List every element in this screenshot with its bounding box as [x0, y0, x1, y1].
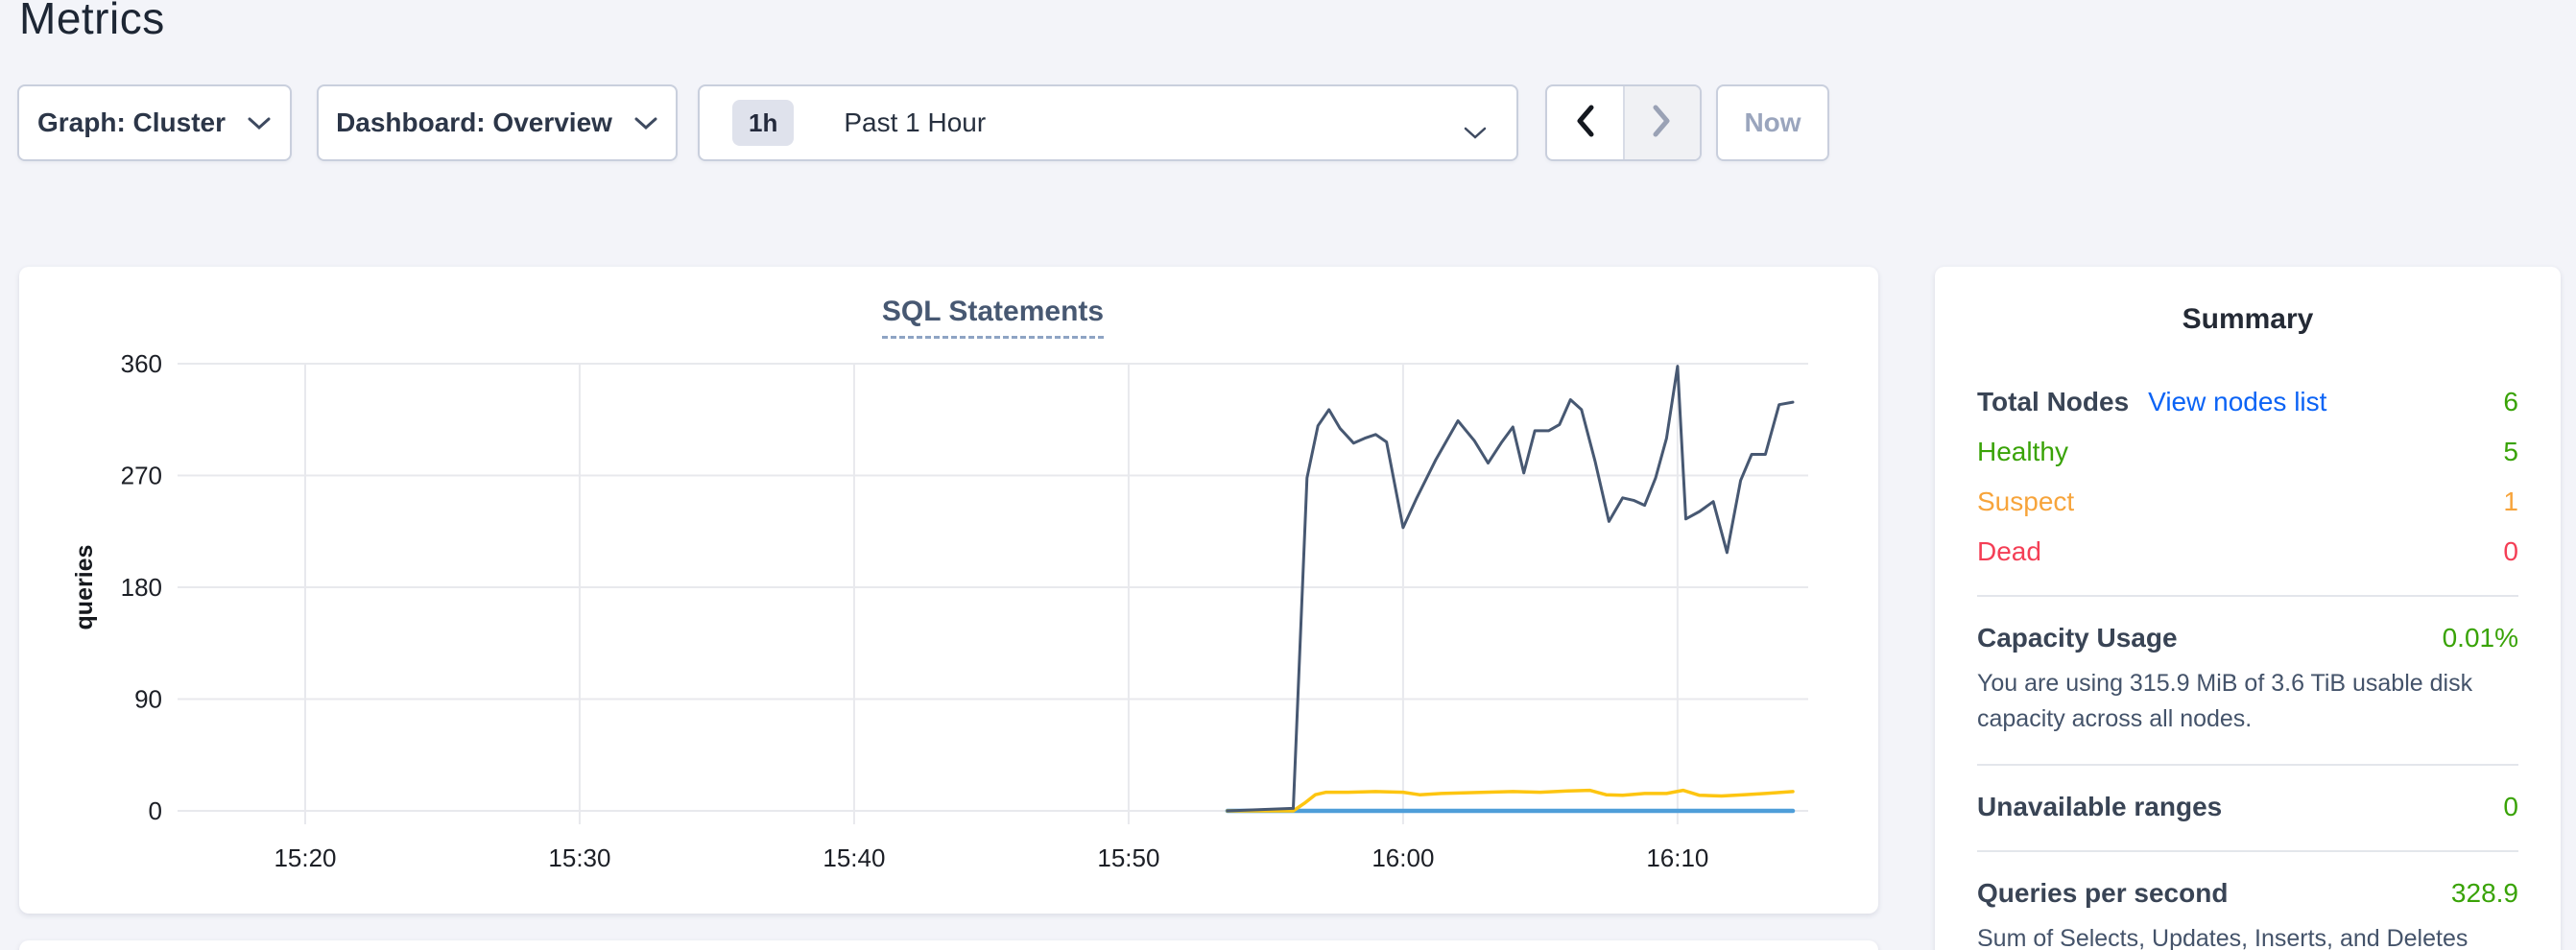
svg-text:180: 180 — [121, 573, 162, 602]
chevron-left-icon — [1573, 104, 1596, 143]
summary-panel: Summary Total Nodes View nodes list 6 Hea… — [1935, 267, 2561, 950]
unavailable-ranges-value: 0 — [2503, 792, 2518, 821]
divider — [1977, 595, 2518, 597]
queries-per-second-description: Sum of Selects, Updates, Inserts, and De… — [1977, 925, 2469, 950]
chart-title[interactable]: SQL Statements — [881, 296, 1105, 339]
unavailable-ranges-row: Unavailable ranges 0 — [1977, 791, 2518, 823]
divider — [1977, 850, 2518, 852]
chart-title-row: SQL Statements — [178, 296, 1808, 339]
healthy-nodes-row: Healthy 5 — [1977, 436, 2518, 468]
dashboard-dropdown-label: Dashboard: Overview — [336, 107, 612, 137]
total-nodes-row: Total Nodes View nodes list 6 — [1977, 386, 2518, 418]
sql-statements-chart[interactable]: 0 90 180 270 360 15:20 15:30 15:40 15:50 16:00 16:… — [19, 267, 1878, 914]
svg-text:15:30: 15:30 — [548, 843, 610, 872]
queries-per-second-label: Queries per second — [1977, 878, 2229, 908]
unavailable-ranges-label: Unavailable ranges — [1977, 792, 2223, 821]
svg-text:90: 90 — [134, 685, 162, 714]
page-title: Metrics — [19, 0, 165, 43]
sql-statements-card: SQL Statements 0 90 180 270 360 15:20 15:30 15:… — [19, 267, 1878, 914]
next-time-button[interactable] — [1622, 86, 1700, 159]
chevron-right-icon — [1651, 104, 1674, 143]
svg-text:16:00: 16:00 — [1371, 843, 1434, 872]
view-nodes-list-link[interactable]: View nodes list — [2148, 387, 2327, 416]
chevron-down-icon — [1463, 117, 1488, 148]
dashboard-dropdown[interactable]: Dashboard: Overview — [317, 84, 678, 161]
healthy-value: 5 — [2503, 437, 2518, 466]
svg-text:15:50: 15:50 — [1097, 843, 1159, 872]
capacity-usage-label: Capacity Usage — [1977, 623, 2178, 653]
dead-nodes-row: Dead 0 — [1977, 535, 2518, 568]
time-range-dropdown[interactable]: 1h Past 1 Hour — [698, 84, 1518, 161]
next-chart-card-partial — [19, 940, 1878, 950]
now-button[interactable]: Now — [1716, 84, 1829, 161]
capacity-usage-description: You are using 315.9 MiB of 3.6 TiB usabl… — [1977, 670, 2473, 732]
svg-text:queries: queries — [71, 545, 98, 630]
divider — [1977, 764, 2518, 766]
time-step-buttons — [1545, 84, 1702, 161]
time-range-badge: 1h — [732, 100, 795, 146]
total-nodes-value: 6 — [2503, 387, 2518, 416]
queries-per-second-value: 328.9 — [2450, 878, 2518, 908]
prev-time-button[interactable] — [1547, 86, 1623, 159]
svg-text:15:20: 15:20 — [274, 843, 336, 872]
svg-text:270: 270 — [121, 462, 162, 490]
dead-label: Dead — [1977, 536, 2041, 566]
time-range-label: Past 1 Hour — [844, 107, 987, 137]
total-nodes-label-group: Total Nodes View nodes list — [1977, 386, 2326, 418]
svg-text:16:10: 16:10 — [1646, 843, 1708, 872]
capacity-usage-row: Capacity Usage 0.01% — [1977, 622, 2518, 654]
summary-title: Summary — [2182, 303, 2314, 335]
total-nodes-label: Total Nodes — [1977, 387, 2130, 416]
queries-per-second-row: Queries per second 328.9 — [1977, 877, 2518, 910]
suspect-label: Suspect — [1977, 487, 2075, 516]
suspect-nodes-row: Suspect 1 — [1977, 486, 2518, 518]
svg-text:15:40: 15:40 — [823, 843, 885, 872]
dead-value: 0 — [2503, 536, 2518, 566]
svg-text:360: 360 — [121, 349, 162, 378]
chevron-down-icon — [633, 107, 658, 138]
graph-dropdown[interactable]: Graph: Cluster — [17, 84, 292, 161]
suspect-value: 1 — [2503, 487, 2518, 516]
healthy-label: Healthy — [1977, 437, 2068, 466]
chevron-down-icon — [247, 107, 272, 138]
capacity-usage-value: 0.01% — [2442, 623, 2518, 653]
graph-dropdown-label: Graph: Cluster — [36, 107, 227, 137]
svg-text:0: 0 — [149, 796, 162, 825]
